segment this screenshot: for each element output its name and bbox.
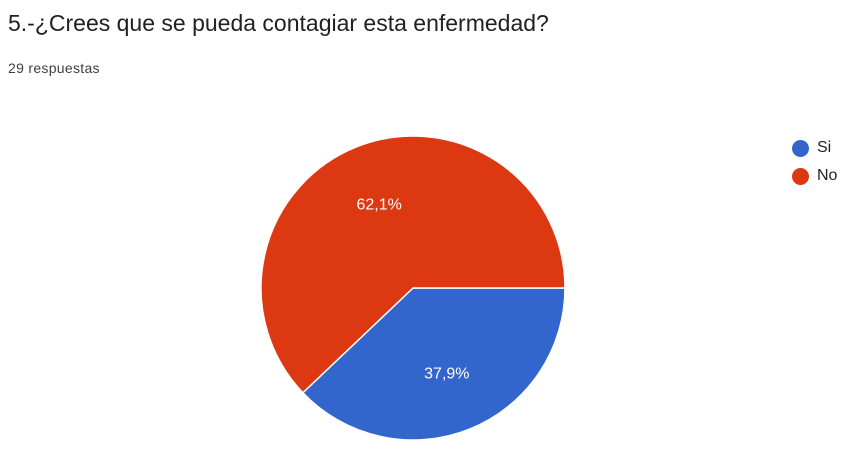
pie-slice-no	[260, 135, 566, 394]
legend-swatch-no	[792, 167, 809, 185]
question-title: 5.-¿Crees que se pueda contagiar esta en…	[8, 10, 549, 36]
chart-legend: Si No	[792, 136, 837, 192]
legend-label-no: No	[817, 167, 838, 184]
slice-label-si: 37,9%	[424, 366, 469, 383]
legend-item-no: No	[792, 164, 837, 188]
slice-label-no: 62,1%	[356, 196, 401, 213]
legend-label-si: Si	[817, 139, 832, 156]
pie-slice-si	[301, 287, 566, 441]
legend-item-si: Si	[792, 136, 837, 160]
legend-swatch-si	[792, 139, 809, 157]
response-count: 29 respuestas	[8, 60, 100, 76]
